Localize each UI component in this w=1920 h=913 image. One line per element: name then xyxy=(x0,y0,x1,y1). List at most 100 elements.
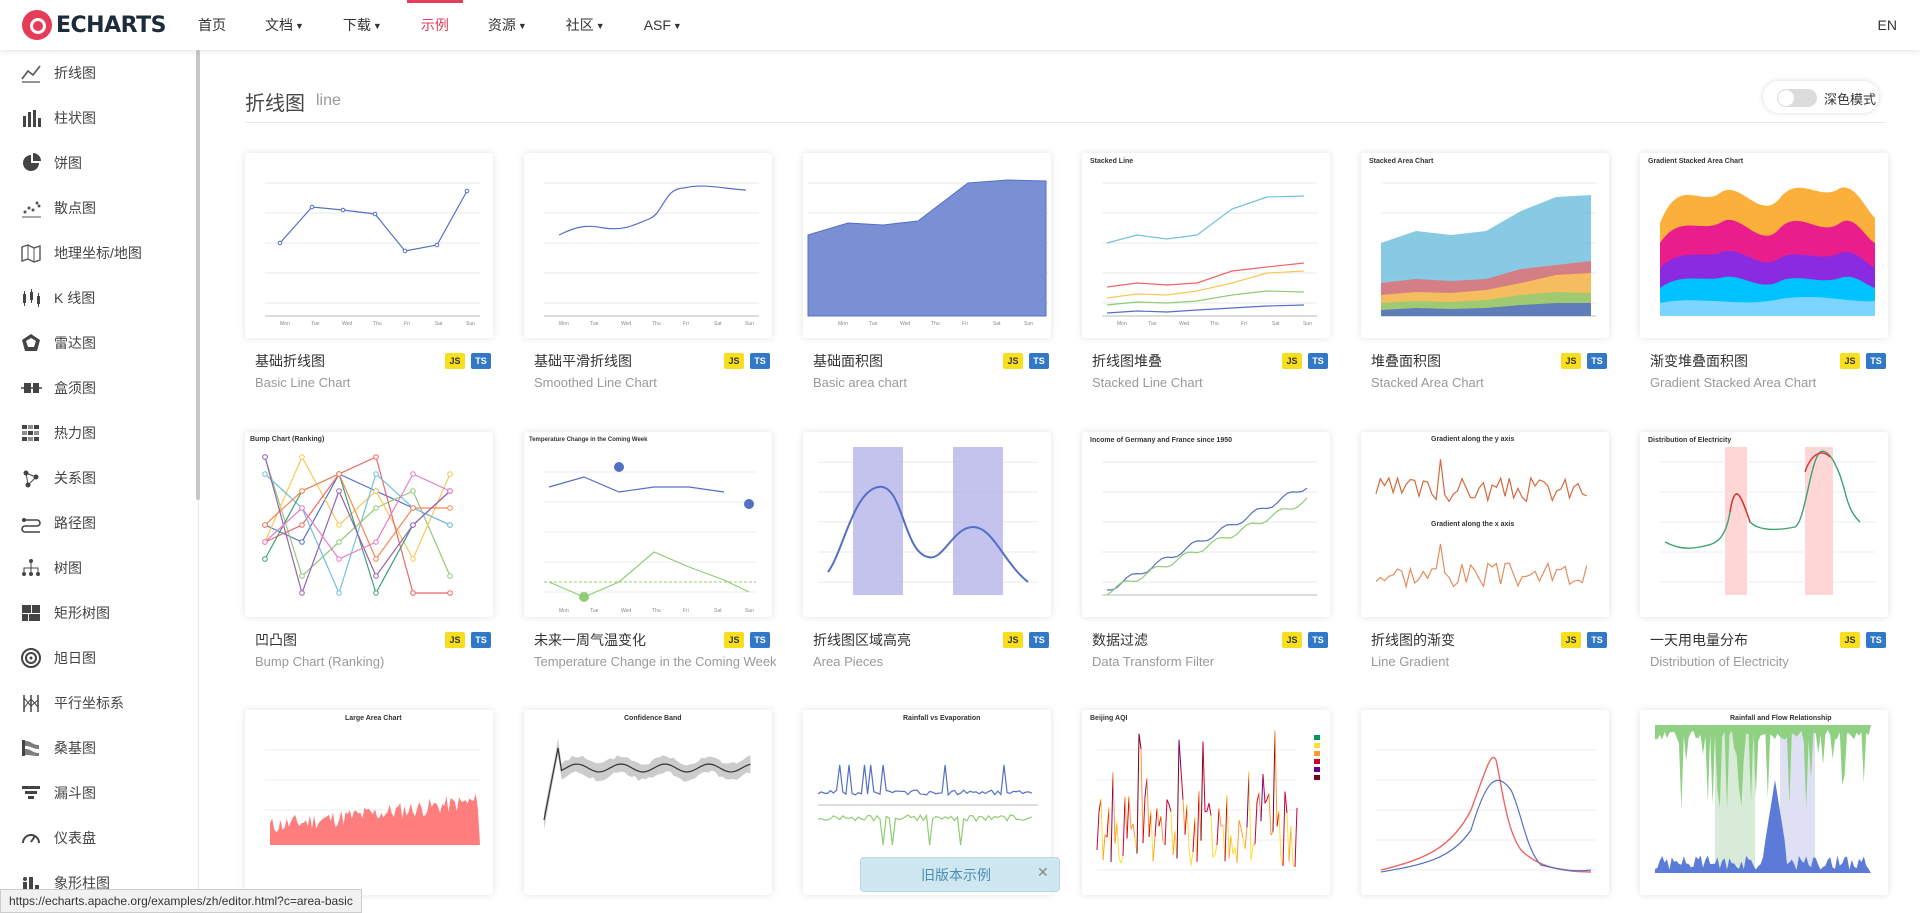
sidebar-item-tree[interactable]: 树图 xyxy=(0,545,198,590)
sidebar-item-graph[interactable]: 关系图 xyxy=(0,455,198,500)
sidebar-item-treemap[interactable]: 矩形树图 xyxy=(0,590,198,635)
ts-badge[interactable]: TS xyxy=(750,353,770,369)
example-title[interactable]: 基础折线图 xyxy=(255,351,325,371)
js-badge[interactable]: JS xyxy=(445,353,465,369)
js-badge[interactable]: JS xyxy=(1561,632,1581,648)
example-thumbnail[interactable]: Confidence Band xyxy=(524,710,772,895)
js-badge[interactable]: JS xyxy=(445,632,465,648)
nav-item-6[interactable]: ASF▼ xyxy=(644,0,701,50)
js-badge[interactable]: JS xyxy=(1003,353,1023,369)
ts-badge[interactable]: TS xyxy=(750,632,770,648)
ts-badge[interactable]: TS xyxy=(1029,353,1049,369)
toggle-switch[interactable] xyxy=(1777,89,1817,107)
example-card[interactable]: Beijing AQI xyxy=(1082,710,1330,895)
ts-badge[interactable]: TS xyxy=(1587,632,1607,648)
nav-item-4[interactable]: 资源▼ xyxy=(488,0,546,50)
example-title[interactable]: 数据过滤 xyxy=(1092,630,1148,650)
language-switch[interactable]: EN xyxy=(1878,0,1897,50)
sidebar-item-boxplot[interactable]: 盒须图 xyxy=(0,365,198,410)
example-title[interactable]: 折线图的渐变 xyxy=(1371,630,1455,650)
example-title[interactable]: 基础平滑折线图 xyxy=(534,351,632,371)
js-badge[interactable]: JS xyxy=(1561,353,1581,369)
example-thumbnail[interactable] xyxy=(803,432,1051,617)
example-card[interactable]: Rainfall and Flow Relationship xyxy=(1640,710,1888,895)
sidebar-item-lines[interactable]: 路径图 xyxy=(0,500,198,545)
sidebar-scrollbar[interactable] xyxy=(196,50,200,500)
example-thumbnail[interactable]: Beijing AQI xyxy=(1082,710,1330,895)
js-badge[interactable]: JS xyxy=(724,632,744,648)
dark-mode-toggle[interactable]: 深色模式 xyxy=(1763,81,1879,113)
sidebar-item-pie-chart[interactable]: 饼图 xyxy=(0,140,198,185)
example-card[interactable] xyxy=(1361,710,1609,895)
ts-badge[interactable]: TS xyxy=(1587,353,1607,369)
example-card[interactable]: Large Area Chart xyxy=(245,710,493,895)
sidebar-item-sunburst[interactable]: 旭日图 xyxy=(0,635,198,680)
example-card[interactable]: Confidence Band xyxy=(524,710,772,895)
nav-item-0[interactable]: 首页 xyxy=(198,0,245,50)
sidebar-item-radar[interactable]: 雷达图 xyxy=(0,320,198,365)
sidebar-item-scatter-chart[interactable]: 散点图 xyxy=(0,185,198,230)
nav-item-2[interactable]: 下载▼ xyxy=(343,0,401,50)
example-thumbnail[interactable]: Income of Germany and France since 1950 xyxy=(1082,432,1330,617)
ts-badge[interactable]: TS xyxy=(1866,632,1886,648)
nav-item-3[interactable]: 示例 xyxy=(421,0,468,50)
js-badge[interactable]: JS xyxy=(1840,632,1860,648)
nav-item-1[interactable]: 文档▼ xyxy=(265,0,323,50)
sidebar-item-sankey[interactable]: 桑基图 xyxy=(0,725,198,770)
example-title[interactable]: 堆叠面积图 xyxy=(1371,351,1441,371)
example-thumbnail[interactable]: Large Area Chart xyxy=(245,710,493,895)
js-badge[interactable]: JS xyxy=(724,353,744,369)
example-title[interactable]: 渐变堆叠面积图 xyxy=(1650,351,1748,371)
ts-badge[interactable]: TS xyxy=(1308,353,1328,369)
example-title[interactable]: 未来一周气温变化 xyxy=(534,630,646,650)
sidebar-item-heatmap[interactable]: 热力图 xyxy=(0,410,198,455)
nav-item-5[interactable]: 社区▼ xyxy=(566,0,624,50)
ts-badge[interactable]: TS xyxy=(471,353,491,369)
ts-badge[interactable]: TS xyxy=(471,632,491,648)
example-thumbnail[interactable]: Distribution of Electricity xyxy=(1640,432,1888,617)
example-thumbnail[interactable]: Bump Chart (Ranking) xyxy=(245,432,493,617)
ts-badge[interactable]: TS xyxy=(1308,632,1328,648)
sidebar-item-gauge[interactable]: 仪表盘 xyxy=(0,815,198,860)
sidebar-item-candlestick[interactable]: K 线图 xyxy=(0,275,198,320)
example-title[interactable]: 基础面积图 xyxy=(813,351,883,371)
sidebar-item-parallel[interactable]: 平行坐标系 xyxy=(0,680,198,725)
js-badge[interactable]: JS xyxy=(1282,353,1302,369)
ts-badge[interactable]: TS xyxy=(1866,353,1886,369)
example-title[interactable]: 折线图堆叠 xyxy=(1092,351,1162,371)
ts-badge[interactable]: TS xyxy=(1029,632,1049,648)
close-icon[interactable]: ✕ xyxy=(1037,864,1049,881)
js-badge[interactable]: JS xyxy=(1003,632,1023,648)
example-title[interactable]: 凹凸图 xyxy=(255,630,297,650)
sidebar-item-line-chart[interactable]: 折线图 xyxy=(0,50,198,95)
old-version-banner[interactable]: 旧版本示例 ✕ xyxy=(860,857,1060,892)
sidebar-item-bar-chart[interactable]: 柱状图 xyxy=(0,95,198,140)
js-badge[interactable]: JS xyxy=(1840,353,1860,369)
sidebar-item-map[interactable]: 地理坐标/地图 xyxy=(0,230,198,275)
example-thumbnail[interactable]: Stacked Area Chart xyxy=(1361,153,1609,338)
echarts-logo[interactable]: ECHARTS xyxy=(22,9,166,41)
example-title[interactable]: 一天用电量分布 xyxy=(1650,630,1748,650)
sidebar-item-funnel[interactable]: 漏斗图 xyxy=(0,770,198,815)
example-thumbnail[interactable]: Gradient Stacked Area Chart xyxy=(1640,153,1888,338)
example-thumbnail[interactable]: Rainfall and Flow Relationship xyxy=(1640,710,1888,895)
example-thumbnail[interactable] xyxy=(1361,710,1609,895)
